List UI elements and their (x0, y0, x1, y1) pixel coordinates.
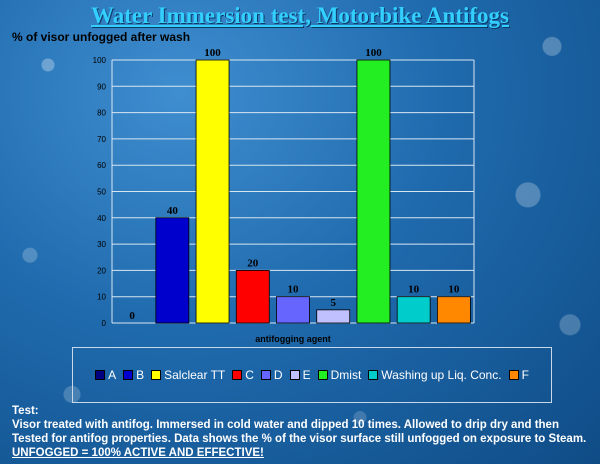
legend-swatch (508, 370, 519, 380)
legend-swatch (260, 370, 271, 380)
bar-c (235, 269, 270, 324)
legend-swatch (289, 370, 300, 380)
y-tick-label: 60 (97, 161, 106, 170)
data-label: 20 (247, 257, 259, 269)
legend-label: F (521, 368, 529, 382)
legend-swatch (95, 370, 106, 380)
y-tick-label: 90 (97, 82, 106, 91)
bar-chart: 0 10 20 30 40 50 60 70 80 90 100 0 40 100 20 10 5 100 10 10… (93, 47, 475, 344)
legend: A B Salclear TT C D E Dmist Washing up Liq. Con… (72, 347, 552, 403)
bar-b (155, 217, 190, 324)
legend-swatch (317, 370, 328, 380)
y-tick-label: 0 (102, 319, 107, 328)
legend-item: B (123, 368, 144, 382)
y-tick-label: 10 (97, 293, 106, 302)
legend-label: Washing up Liq. Conc. (381, 368, 502, 382)
y-tick-label: 50 (97, 188, 106, 197)
legend-label: D (273, 368, 283, 382)
bar-dmist (356, 59, 391, 324)
bar-washing-up-liq-conc- (396, 296, 431, 324)
y-tick-label: 30 (97, 240, 106, 249)
legend-item: Washing up Liq. Conc. (368, 368, 502, 382)
legend-swatch (368, 370, 379, 380)
y-tick-label: 70 (97, 135, 106, 144)
bar-salclear-tt (195, 59, 230, 324)
legend-item: Dmist (317, 368, 362, 382)
data-label: 100 (204, 47, 221, 59)
test-body: Visor treated with antifog. Immersed in … (12, 418, 594, 460)
data-label: 5 (330, 297, 336, 309)
legend-swatch (151, 370, 162, 380)
y-tick-label: 40 (97, 214, 106, 223)
legend-swatch (123, 370, 134, 380)
legend-item: E (289, 368, 311, 382)
bar-f (436, 296, 471, 324)
legend-item: F (508, 368, 529, 382)
data-label: 0 (129, 310, 135, 322)
legend-label: E (302, 368, 311, 382)
data-label: 40 (167, 205, 179, 217)
data-label: 10 (408, 284, 420, 296)
data-label: 10 (288, 284, 300, 296)
legend-label: Dmist (330, 368, 362, 382)
y-tick-label: 20 (97, 266, 106, 275)
y-tick-label: 100 (93, 56, 107, 65)
bar-d (276, 296, 310, 324)
data-label: 10 (448, 284, 460, 296)
test-description: Test: Visor treated with antifog. Immers… (12, 404, 594, 460)
legend-item: D (260, 368, 283, 382)
y-tick-label: 80 (97, 109, 106, 118)
legend-label: Salclear TT (164, 368, 226, 382)
data-label: 100 (365, 47, 382, 59)
chart-title: Water Immersion test, Motorbike Antifogs (91, 3, 509, 28)
legend-item: Salclear TT (151, 368, 225, 382)
legend-label: A (108, 368, 117, 382)
bar-e (316, 309, 351, 324)
legend-label: C (245, 368, 254, 382)
test-heading: Test: (12, 405, 39, 417)
y-axis-label: % of visor unfogged after wash (12, 30, 191, 44)
x-axis-label: antifogging agent (255, 334, 331, 344)
test-body-text: Visor treated with antifog. Immersed in … (12, 419, 587, 445)
legend-item: C (232, 368, 254, 382)
test-conclusion: UNFOGGED = 100% ACTIVE AND EFFECTIVE! (12, 447, 264, 459)
legend-item: A (95, 368, 116, 382)
legend-swatch (232, 370, 243, 380)
legend-label: B (136, 368, 145, 382)
